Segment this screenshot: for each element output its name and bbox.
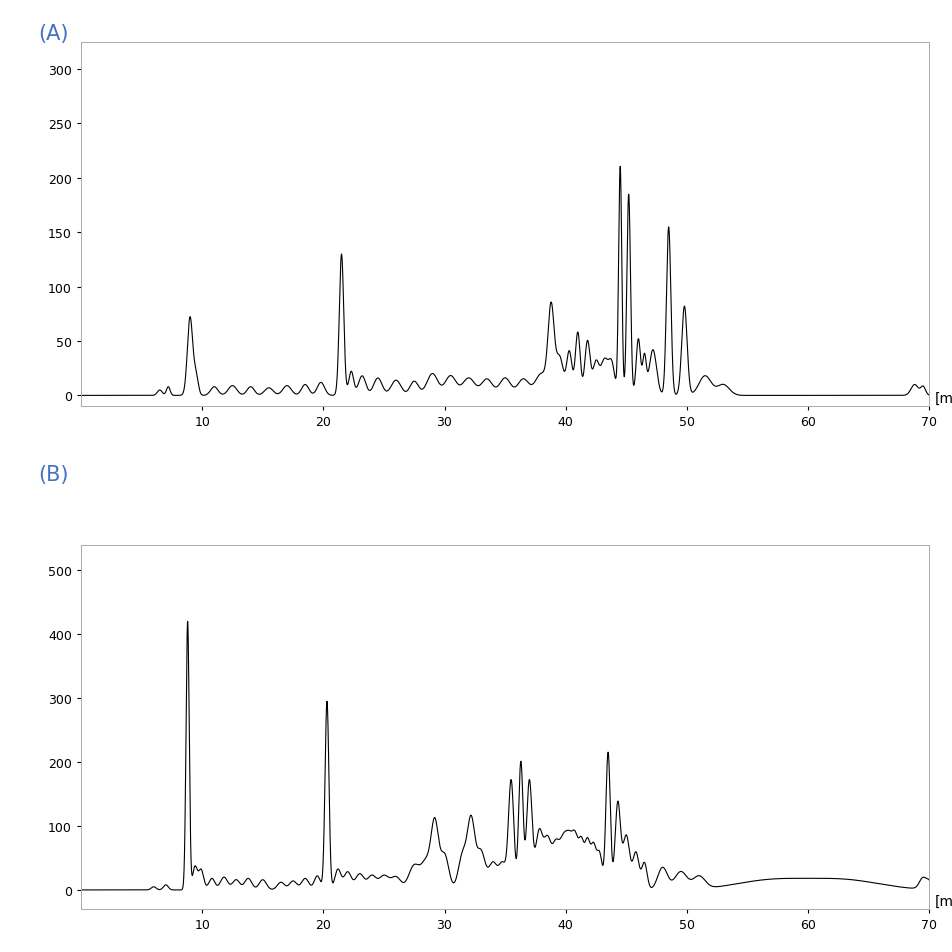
Text: [min.]: [min.] xyxy=(934,894,952,908)
Text: (A): (A) xyxy=(38,24,69,44)
Text: [min.]: [min.] xyxy=(934,392,952,406)
Text: (B): (B) xyxy=(38,465,69,485)
